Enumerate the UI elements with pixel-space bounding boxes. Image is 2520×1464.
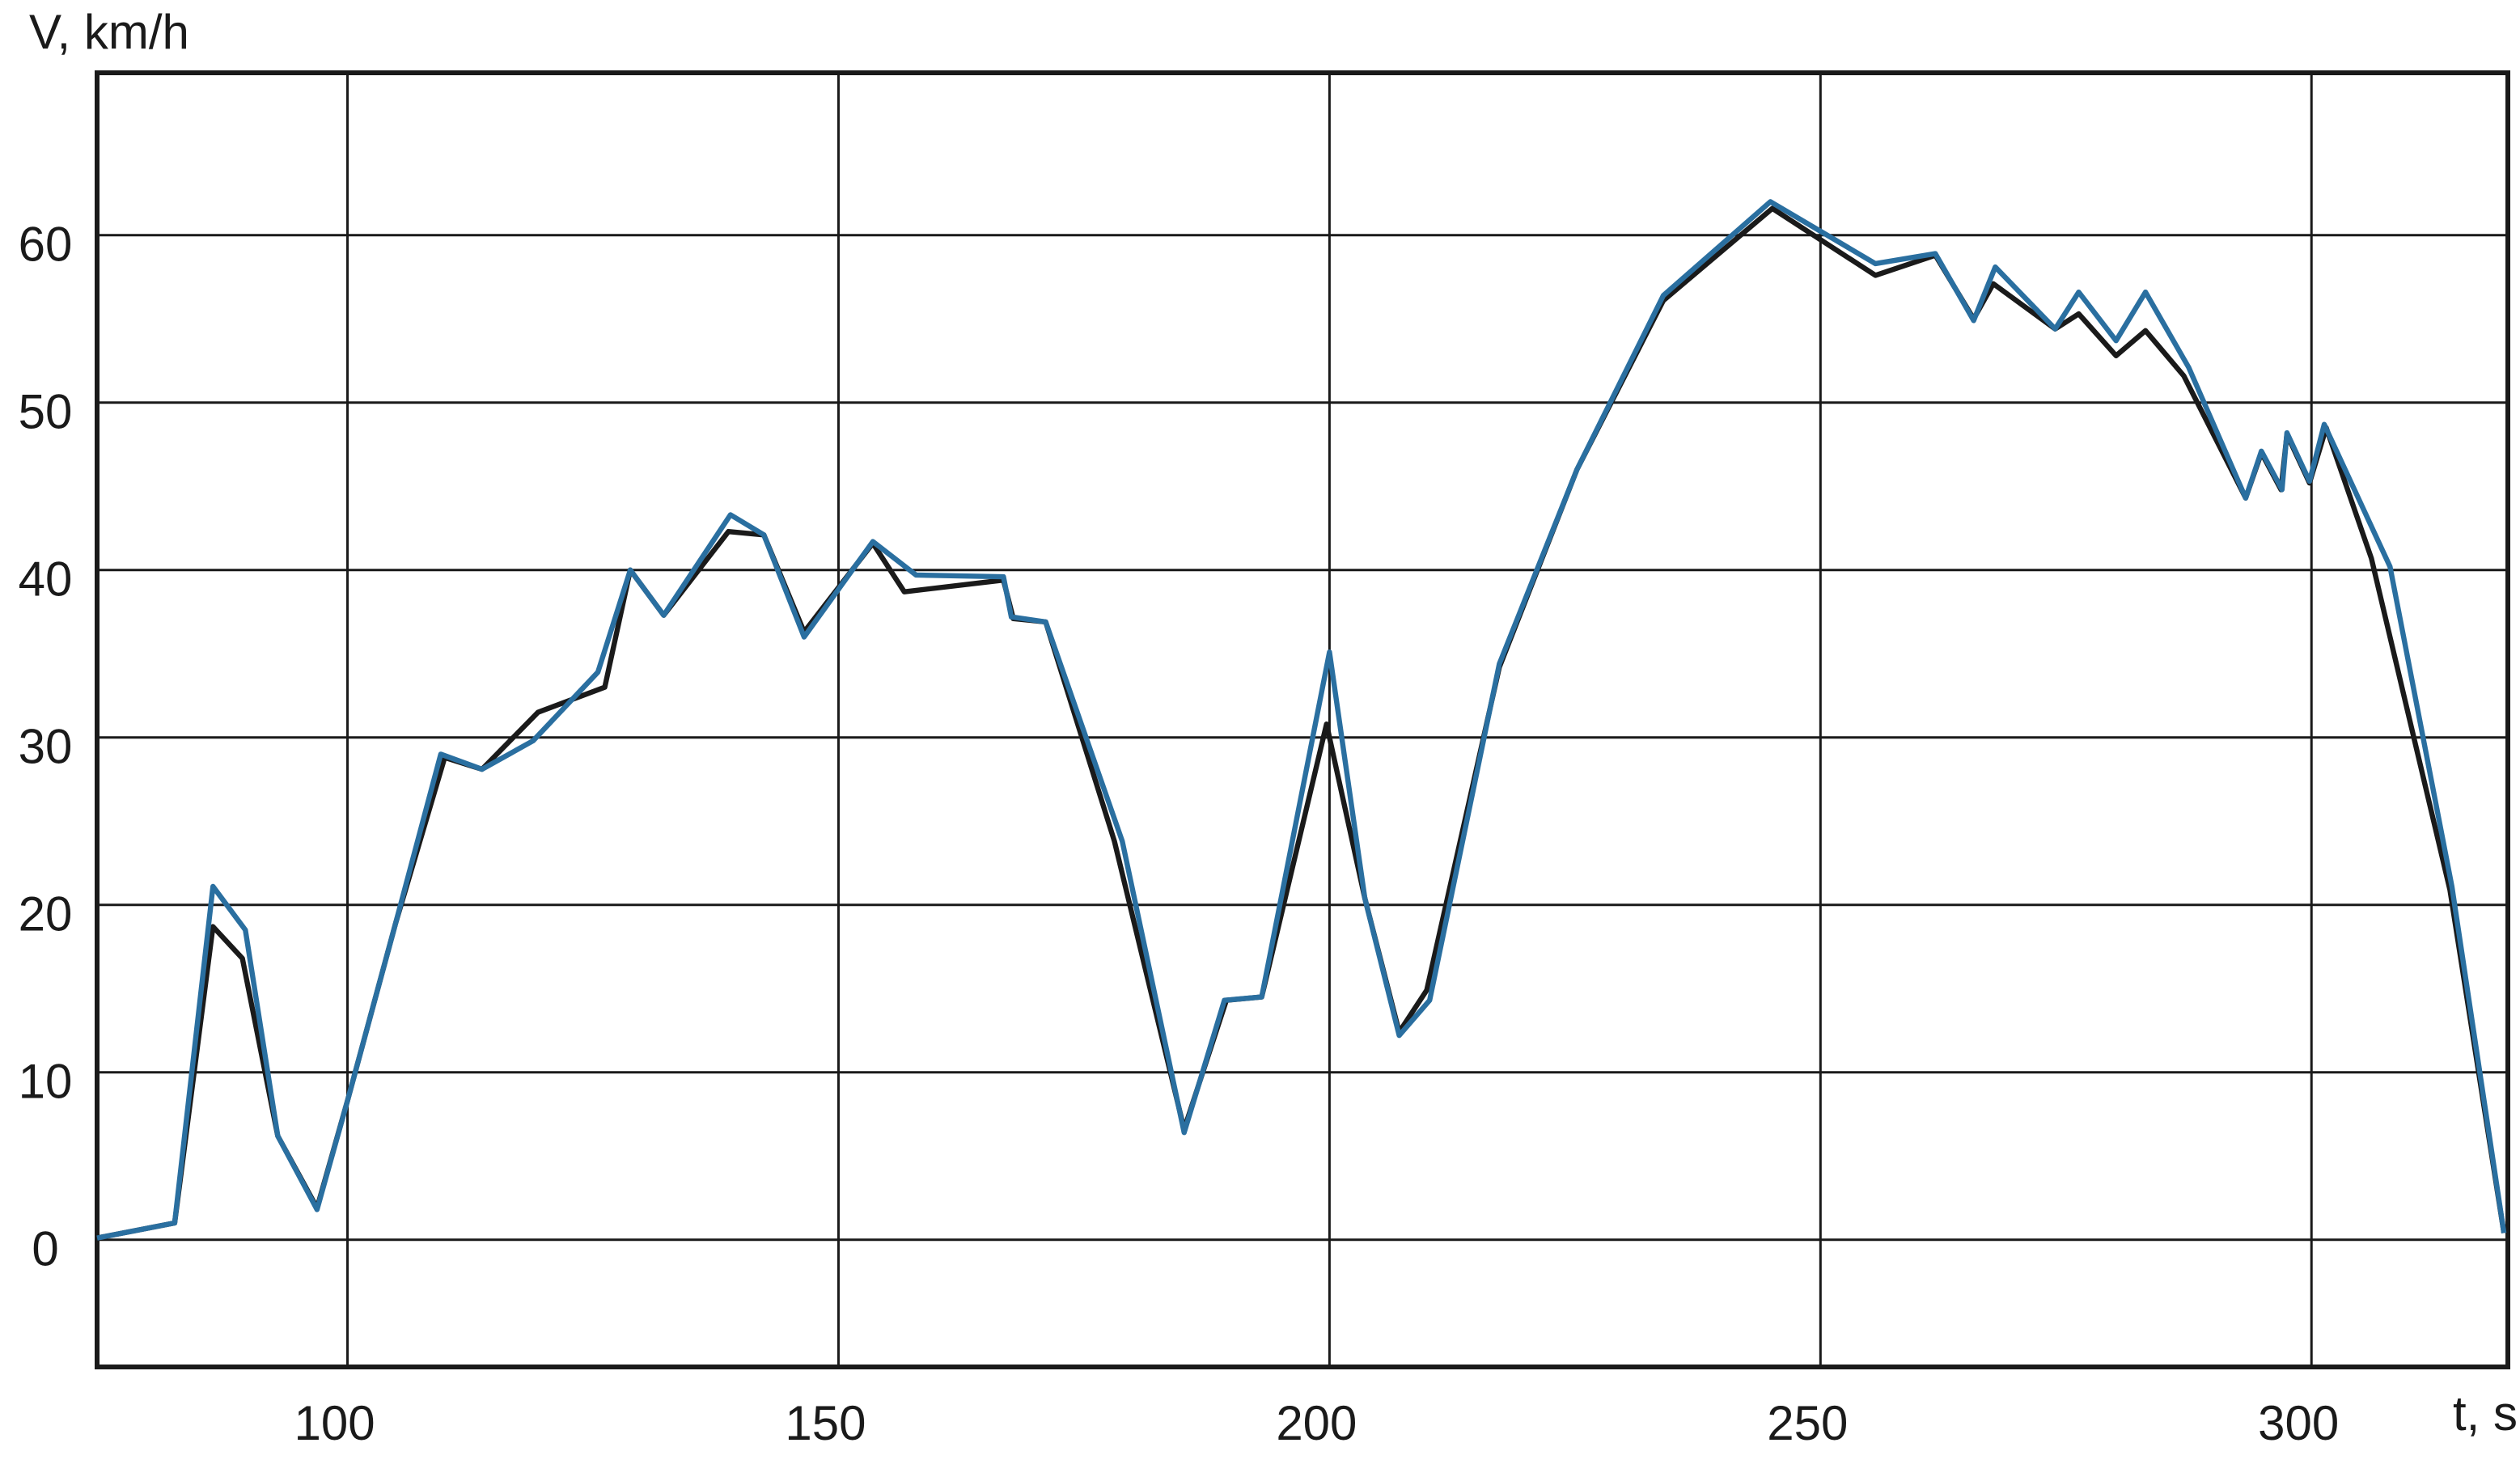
x-tick-label: 100 <box>294 1396 375 1450</box>
x-axis-label: t, s <box>2453 1386 2518 1441</box>
y-axis-label: V, km/h <box>29 5 189 59</box>
y-tick-label: 40 <box>19 552 73 607</box>
data-line <box>96 205 2507 1241</box>
y-tick-label: 50 <box>19 385 73 439</box>
y-tick-label: 60 <box>19 218 73 272</box>
x-tick-label: 150 <box>785 1396 866 1450</box>
x-tick-label: 300 <box>2258 1396 2339 1450</box>
x-tick-label: 200 <box>1276 1396 1357 1450</box>
plot-frame <box>95 70 2510 1369</box>
y-tick-label: 20 <box>19 887 73 941</box>
y-tick-label: 30 <box>19 720 73 774</box>
y-tick-label: 10 <box>19 1055 73 1109</box>
y-tick-label: 0 <box>32 1222 58 1276</box>
x-tick-label: 250 <box>1767 1396 1848 1450</box>
data-line <box>96 199 2507 1241</box>
